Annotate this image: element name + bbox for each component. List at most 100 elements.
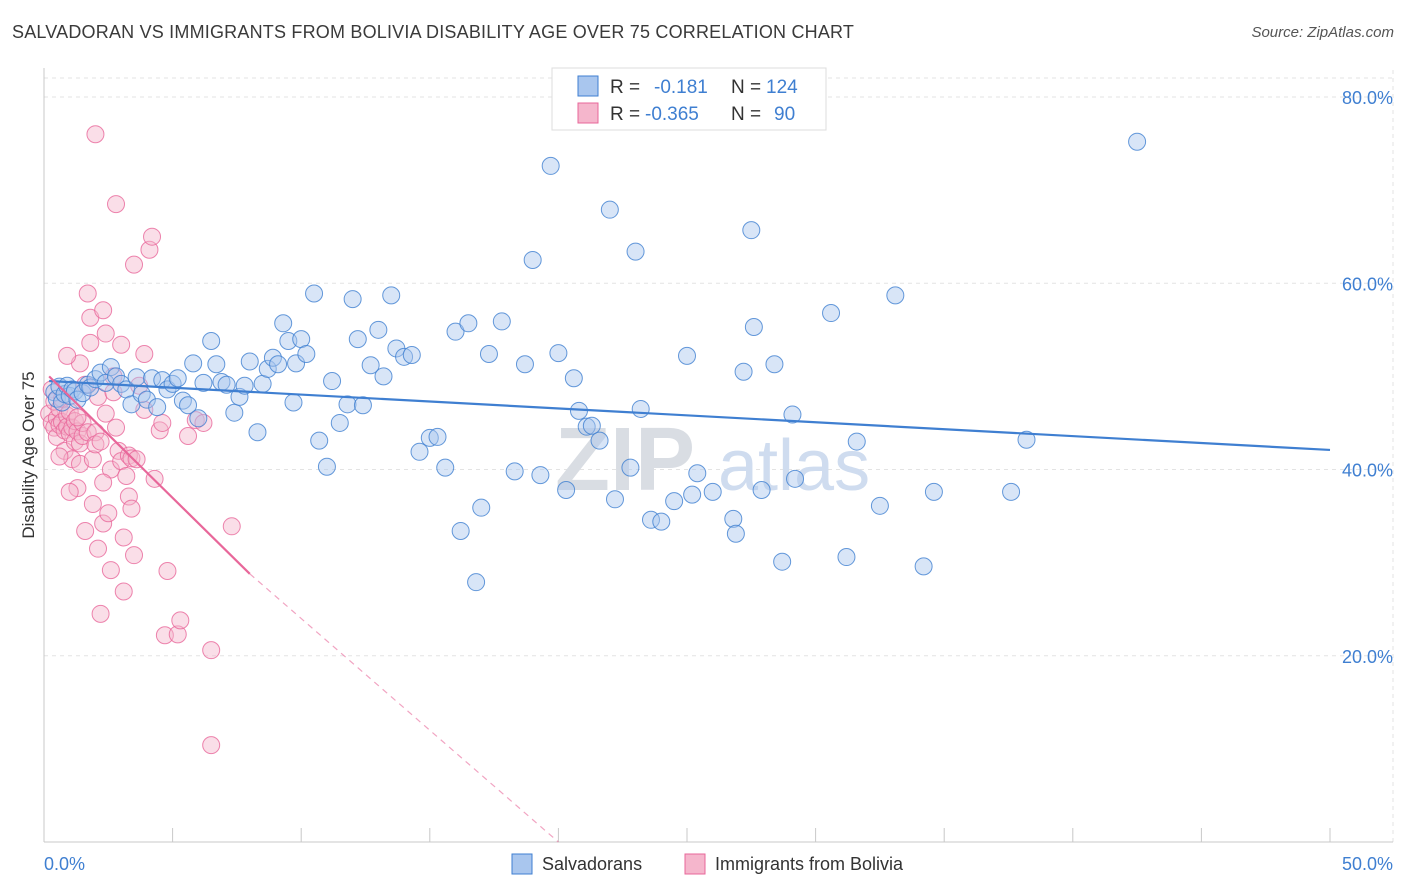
bolivia-point-71 — [150, 421, 169, 440]
salvadoran-point-66 — [382, 286, 401, 305]
bolivia-point-42 — [94, 514, 113, 533]
salvadoran-point-14 — [91, 363, 110, 382]
salvadoran-point-76 — [459, 314, 478, 333]
bolivia-point-40 — [91, 604, 110, 623]
legend-n-value-1: 124 — [766, 77, 798, 98]
salvadoran-point-115 — [822, 304, 841, 323]
bolivia-point-74 — [158, 562, 177, 581]
legend-n-label-2: N = — [731, 104, 761, 125]
salvadoran-point-73 — [436, 458, 455, 477]
x-tick-min: 0.0% — [44, 854, 85, 874]
bolivia-point-73 — [155, 626, 174, 645]
salvadoran-point-111 — [765, 355, 784, 374]
bolivia-point-44 — [96, 404, 115, 423]
salvadoran-point-23 — [137, 390, 156, 409]
salvadoran-point-32 — [184, 354, 203, 373]
salvadoran-point-97 — [631, 399, 650, 418]
y-tick-labels: 20.0% 40.0% 60.0% 80.0% — [1342, 88, 1393, 667]
bolivia-point-85 — [86, 125, 105, 144]
legend-r-value-2: -0.365 — [645, 104, 699, 125]
salvadoran-point-90 — [577, 417, 596, 436]
salvadoran-point-48 — [274, 314, 293, 333]
series-legend: Salvadorans Immigrants from Bolivia — [511, 853, 904, 875]
bolivia-point-62 — [125, 546, 144, 565]
salvadoran-point-69 — [402, 345, 421, 364]
salvadoran-point-72 — [428, 427, 447, 446]
salvadoran-point-38 — [217, 375, 236, 394]
source-label: Source: ZipAtlas.com — [1251, 24, 1394, 41]
bottom-legend-salvadorans: Salvadorans — [542, 854, 642, 874]
bolivia-point-41 — [94, 301, 113, 320]
legend-swatch-blue — [577, 75, 599, 97]
salvadoran-point-114 — [786, 469, 805, 488]
bottom-legend-bolivia: Immigrants from Bolivia — [715, 854, 904, 874]
bolivia-point-43 — [96, 324, 115, 343]
salvadoran-point-116 — [837, 548, 856, 567]
salvadoran-point-40 — [230, 387, 249, 406]
bolivia-point-86 — [60, 482, 79, 501]
salvadoran-point-70 — [410, 442, 429, 461]
salvadoran-point-120 — [914, 557, 933, 576]
salvadoran-point-77 — [467, 573, 486, 592]
bolivia-point-89 — [94, 473, 113, 492]
salvadoran-point-25 — [148, 398, 167, 417]
salvadoran-point-59 — [338, 395, 357, 414]
legend-r-value-1: -0.181 — [654, 77, 708, 98]
legend-n-label-1: N = — [731, 77, 761, 98]
y-tick-label-2: 60.0% — [1342, 274, 1393, 294]
salvadoran-point-36 — [207, 355, 226, 374]
salvadoran-point-106 — [726, 524, 745, 543]
salvadoran-point-82 — [515, 355, 534, 374]
bolivia-point-38 — [89, 539, 108, 558]
salvadoran-point-61 — [348, 330, 367, 349]
bolivia-point-76 — [171, 611, 190, 630]
bolivia-point-32 — [81, 333, 100, 352]
bolivia-point-57 — [117, 467, 136, 486]
salvadoran-point-75 — [451, 521, 470, 540]
salvadoran-point-56 — [317, 457, 336, 476]
bolivia-point-63 — [125, 255, 144, 274]
legend-r-label-2: R = — [610, 104, 640, 125]
bottom-legend-swatch-blue — [511, 853, 533, 875]
bolivia-point-54 — [112, 335, 131, 354]
salvadoran-point-107 — [734, 362, 753, 381]
salvadoran-point-54 — [305, 284, 324, 303]
bolivia-point-45 — [99, 504, 118, 523]
salvadoran-point-63 — [361, 356, 380, 375]
salvadoran-point-109 — [744, 318, 763, 337]
salvadoran-point-104 — [703, 482, 722, 501]
salvadoran-point-101 — [678, 346, 696, 365]
salvadoran-point-113 — [783, 405, 802, 424]
watermark-atlas: atlas — [718, 426, 870, 506]
salvadoran-point-112 — [773, 552, 792, 571]
salvadoran-point-105 — [724, 509, 743, 528]
salvadoran-point-80 — [492, 312, 511, 331]
bolivia-point-66 — [135, 345, 154, 364]
salvadoran-point-35 — [202, 331, 221, 350]
salvadoran-point-99 — [652, 512, 671, 531]
bolivia-point-84 — [58, 346, 77, 365]
bolivia-point-33 — [83, 450, 102, 469]
bolivia-point-56 — [114, 582, 133, 601]
bolivia-point-27 — [76, 521, 95, 540]
bolivia-point-81 — [202, 641, 221, 660]
salvadoran-point-124 — [1128, 132, 1147, 151]
salvadoran-point-87 — [557, 480, 576, 499]
salvadoran-point-26 — [153, 371, 172, 390]
salvadoran-point-85 — [541, 156, 560, 175]
chart-title: SALVADORAN VS IMMIGRANTS FROM BOLIVIA DI… — [12, 22, 855, 42]
salvadoran-point-51 — [287, 354, 306, 373]
bolivia-point-36 — [86, 435, 105, 454]
salvadoran-point-110 — [752, 480, 771, 499]
salvadoran-point-102 — [683, 485, 702, 504]
salvadoran-point-103 — [688, 464, 707, 483]
legend-swatch-pink — [577, 102, 599, 124]
salvadoran-point-88 — [564, 369, 583, 388]
salvadoran-point-50 — [284, 393, 303, 412]
bolivia-point-75 — [168, 625, 187, 644]
y-tick-label-3: 80.0% — [1342, 88, 1393, 108]
bolivia-point-69 — [143, 227, 162, 246]
bolivia-trendline-extension — [249, 573, 559, 843]
salvadoran-point-62 — [353, 396, 372, 415]
salvadoran-point-118 — [870, 496, 889, 515]
